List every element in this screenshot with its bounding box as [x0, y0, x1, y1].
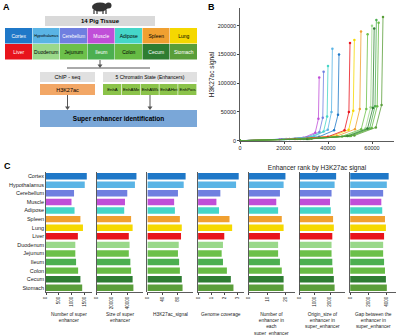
- svg-text:150000: 150000: [218, 51, 236, 57]
- svg-text:Lung: Lung: [32, 225, 44, 231]
- svg-text:Liver: Liver: [13, 49, 24, 55]
- svg-text:H3K27ac: H3K27ac: [56, 87, 79, 93]
- svg-text:Duodenum: Duodenum: [17, 242, 44, 248]
- svg-text:Cecum: Cecum: [27, 276, 45, 282]
- svg-text:Genome coverage: Genome coverage: [201, 312, 241, 317]
- svg-text:ChIP - seq: ChIP - seq: [55, 74, 81, 80]
- svg-text:4000: 4000: [384, 296, 389, 307]
- svg-text:0: 0: [233, 138, 236, 144]
- svg-text:Ileum: Ileum: [31, 259, 45, 265]
- svg-text:0: 0: [196, 296, 201, 299]
- svg-text:5 Chromatin State (Enhancers): 5 Chromatin State (Enhancers): [116, 74, 185, 80]
- svg-text:0: 0: [246, 296, 251, 299]
- svg-text:Stomach: Stomach: [174, 49, 194, 55]
- svg-text:Cortex: Cortex: [28, 173, 44, 179]
- svg-text:Jejunum: Jejunum: [23, 250, 44, 256]
- svg-text:Liver: Liver: [32, 233, 44, 239]
- svg-text:Size of superenhancer: Size of superenhancer: [106, 312, 134, 323]
- svg-text:Enhancer rank by H3K27ac signa: Enhancer rank by H3K27ac signal: [268, 164, 367, 172]
- svg-text:500: 500: [56, 296, 61, 304]
- svg-text:H3K27ac signal: H3K27ac signal: [208, 51, 216, 97]
- svg-text:40000: 40000: [320, 145, 335, 151]
- svg-text:Hypothalamus: Hypothalamus: [9, 182, 44, 188]
- svg-text:Colon: Colon: [122, 49, 135, 55]
- svg-text:Origin_size ofenhancer insuper: Origin_size ofenhancer insuper_enhancer: [305, 312, 340, 329]
- svg-text:Cerebellum: Cerebellum: [62, 34, 85, 39]
- svg-text:EnhA: EnhA: [107, 87, 118, 92]
- svg-text:Lung: Lung: [178, 33, 189, 39]
- svg-text:Colon: Colon: [30, 268, 44, 274]
- svg-text:20000: 20000: [276, 145, 291, 151]
- svg-text:A: A: [3, 2, 10, 12]
- svg-text:40: 40: [160, 296, 165, 302]
- svg-text:1: 1: [209, 296, 214, 299]
- svg-text:1000: 1000: [69, 296, 74, 307]
- svg-text:60000: 60000: [364, 145, 379, 151]
- svg-text:20: 20: [283, 296, 288, 302]
- svg-text:H3K27ac_signal: H3K27ac_signal: [153, 312, 188, 317]
- svg-text:C: C: [4, 161, 11, 171]
- svg-text:Hypothalamus: Hypothalamus: [34, 34, 58, 38]
- svg-text:EnhAWk: EnhAWk: [142, 87, 159, 92]
- svg-text:EnhPois: EnhPois: [180, 87, 196, 92]
- svg-text:Muscle: Muscle: [93, 33, 109, 39]
- svg-text:14 Pig Tissue: 14 Pig Tissue: [81, 18, 120, 24]
- svg-text:0: 0: [348, 296, 353, 299]
- svg-text:Duodenum: Duodenum: [34, 49, 58, 55]
- svg-text:100000: 100000: [218, 80, 236, 86]
- svg-text:Ileum: Ileum: [95, 49, 107, 55]
- svg-text:Super enhancer identification: Super enhancer identification: [73, 115, 164, 123]
- svg-text:10: 10: [265, 296, 270, 302]
- svg-text:2000: 2000: [366, 296, 371, 307]
- svg-text:Cerebellum: Cerebellum: [16, 190, 45, 196]
- svg-text:0: 0: [145, 296, 150, 299]
- svg-text:Spleen: Spleen: [148, 33, 164, 39]
- svg-text:1500: 1500: [82, 296, 87, 307]
- svg-text:40000: 40000: [125, 296, 130, 309]
- svg-text:Adipose: Adipose: [24, 207, 44, 213]
- svg-text:Spleen: Spleen: [27, 216, 44, 222]
- svg-text:EnhAHet: EnhAHet: [160, 87, 178, 92]
- svg-text:0: 0: [297, 296, 302, 299]
- svg-text:80: 80: [175, 296, 180, 302]
- svg-text:Jejunum: Jejunum: [64, 49, 83, 55]
- svg-text:EnhAMe: EnhAMe: [123, 87, 140, 92]
- svg-text:Cecum: Cecum: [148, 49, 164, 55]
- svg-text:Adipose: Adipose: [120, 33, 138, 39]
- svg-text:Cortex: Cortex: [11, 33, 26, 39]
- svg-text:Muscle: Muscle: [27, 199, 44, 205]
- svg-text:3: 3: [235, 296, 240, 299]
- svg-text:50000: 50000: [221, 109, 236, 115]
- svg-text:0: 0: [43, 296, 48, 299]
- svg-text:2: 2: [222, 296, 227, 299]
- svg-text:2000: 2000: [327, 296, 332, 307]
- svg-text:0: 0: [238, 145, 241, 151]
- svg-text:Stomach: Stomach: [22, 285, 44, 291]
- svg-text:200000: 200000: [218, 23, 236, 29]
- svg-text:20000: 20000: [109, 296, 114, 309]
- svg-text:Number of superenhancer: Number of superenhancer: [51, 312, 87, 323]
- svg-text:Number ofenhancer ineachsuper_: Number ofenhancer ineachsuper_enhancer: [254, 312, 289, 335]
- svg-text:Gap between theenhancer insupe: Gap between theenhancer insuper_enhancer: [355, 312, 392, 329]
- svg-text:B: B: [208, 2, 215, 12]
- svg-text:1000: 1000: [312, 296, 317, 307]
- svg-text:0: 0: [94, 296, 99, 299]
